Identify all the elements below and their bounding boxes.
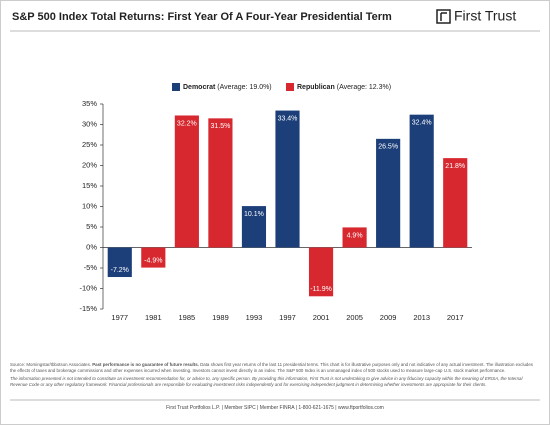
x-tick-label: 2017 xyxy=(447,313,464,322)
x-tick-label: 1993 xyxy=(246,313,263,322)
x-tick-label: 1981 xyxy=(145,313,162,322)
x-tick-label: 2001 xyxy=(313,313,330,322)
value-label: 21.8% xyxy=(445,163,465,170)
source-text: Data shows first year returns of the las… xyxy=(10,362,533,373)
legend-name: Republican xyxy=(297,84,335,91)
bar xyxy=(241,206,267,248)
legend-entry: Democrat (Average: 19.0%) xyxy=(183,84,272,91)
bar xyxy=(275,110,300,248)
bar xyxy=(376,138,401,248)
source-note: Source: Morningstar/Ibbotson Associates.… xyxy=(10,362,540,373)
y-tick-label: 10% xyxy=(82,201,97,210)
source-bold: Past performance is no guarantee of futu… xyxy=(92,362,199,367)
bar xyxy=(342,227,367,248)
bar xyxy=(409,114,434,248)
legend-note: (Average: 12.3%) xyxy=(337,84,391,91)
value-label: 31.5% xyxy=(210,123,230,130)
x-tick-label: 2009 xyxy=(380,313,397,322)
disclaimer: The information presented is not intende… xyxy=(10,376,523,387)
bar xyxy=(141,247,166,268)
footer: First Trust Portfolios L.P. | Member SIP… xyxy=(166,405,384,411)
y-tick-label: -5% xyxy=(84,263,98,272)
bar xyxy=(208,118,233,248)
x-tick-label: 2005 xyxy=(346,313,363,322)
x-tick-label: 1985 xyxy=(179,313,196,322)
y-tick-label: 25% xyxy=(82,140,97,149)
logo-icon-mark xyxy=(440,12,447,21)
value-label: -7.2% xyxy=(111,267,129,274)
legend-note: (Average: 19.0%) xyxy=(217,84,271,91)
y-tick-label: 0% xyxy=(86,242,97,251)
source-text: Source: Morningstar/Ibbotson Associates. xyxy=(10,362,93,367)
value-label: 33.4% xyxy=(278,115,298,122)
legend-swatch xyxy=(286,83,294,91)
x-tick-label: 1997 xyxy=(279,313,296,322)
y-tick-label: 35% xyxy=(82,99,97,108)
y-tick-label: 30% xyxy=(82,119,97,128)
value-label: -11.9% xyxy=(310,286,332,293)
y-tick-label: -10% xyxy=(79,283,97,292)
value-label: 10.1% xyxy=(244,211,264,218)
value-label: 4.9% xyxy=(347,232,363,239)
x-tick-label: 1989 xyxy=(212,313,229,322)
value-label: 32.4% xyxy=(412,120,432,127)
x-tick-label: 1977 xyxy=(111,313,128,322)
y-tick-label: 20% xyxy=(82,160,97,169)
bar xyxy=(107,247,132,278)
logo: First Trust xyxy=(454,8,516,24)
y-tick-label: 15% xyxy=(82,181,97,190)
legend-entry: Republican (Average: 12.3%) xyxy=(297,84,391,91)
bar xyxy=(443,158,468,248)
legend-name: Democrat xyxy=(183,84,216,91)
legend-swatch xyxy=(172,83,180,91)
bar xyxy=(174,115,199,248)
bar xyxy=(308,247,334,297)
logo-icon xyxy=(436,9,451,24)
y-tick-label: -15% xyxy=(79,304,97,313)
value-label: -4.9% xyxy=(144,257,162,264)
value-label: 32.2% xyxy=(177,120,197,127)
x-tick-label: 2013 xyxy=(413,313,430,322)
chart-title: S&P 500 Index Total Returns: First Year … xyxy=(12,11,392,23)
y-tick-label: 5% xyxy=(86,222,97,231)
value-label: 26.5% xyxy=(378,144,398,151)
